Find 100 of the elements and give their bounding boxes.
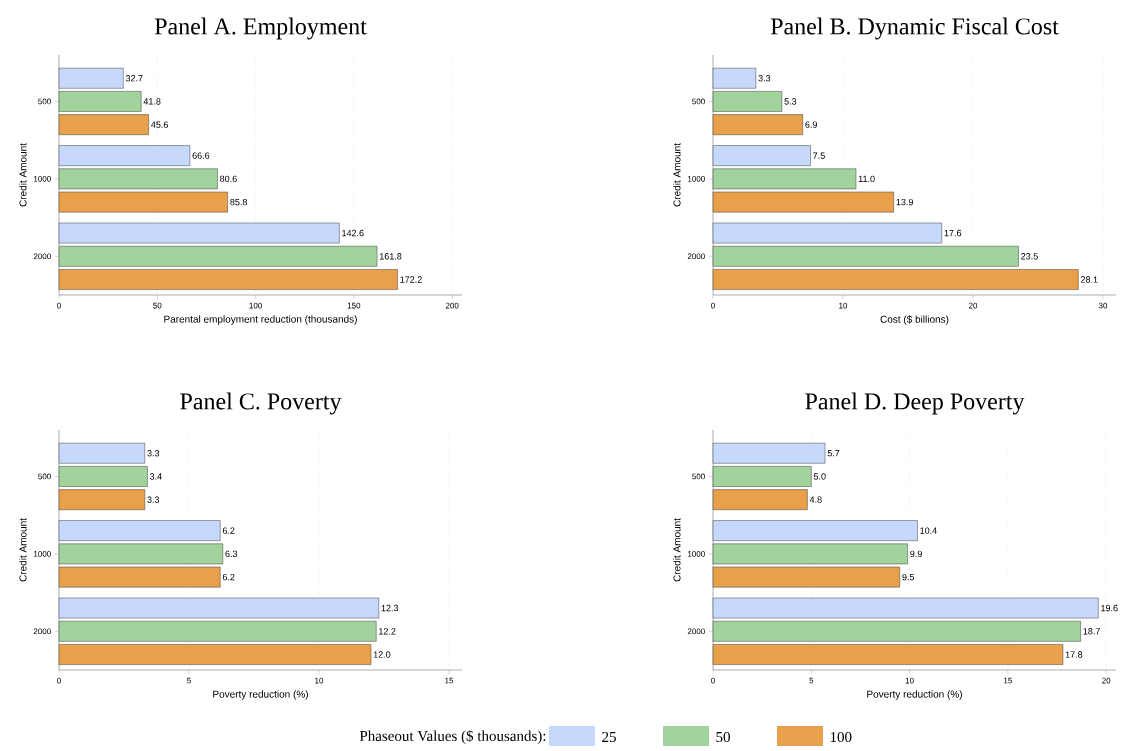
x-tick-label: 10 [839, 302, 848, 309]
x-tick-label: 200 [445, 302, 459, 309]
x-axis-title: Parental employment reduction (thousands) [164, 315, 357, 325]
data-label: 3.3 [758, 75, 771, 82]
chart-title: Panel A. Employment [154, 17, 367, 40]
x-axis-title: Poverty reduction (%) [213, 690, 308, 700]
y-tick-label: 1000 [688, 176, 705, 182]
data-label: 9.5 [902, 573, 915, 581]
bar [58, 644, 372, 665]
bar [58, 442, 146, 464]
data-label: 17.6 [944, 229, 962, 237]
data-label: 28.1 [1080, 276, 1098, 283]
bar [58, 520, 221, 541]
y-tick-label: 500 [692, 98, 705, 105]
chart-title: Panel D. Deep Poverty [805, 392, 1025, 415]
data-label: 172.2 [400, 276, 422, 283]
data-label: 161.8 [379, 253, 402, 260]
data-label: 6.9 [805, 121, 817, 128]
bar [58, 489, 146, 510]
bar [58, 620, 377, 642]
y-tick-label: 500 [692, 473, 705, 480]
bar [58, 114, 149, 135]
data-label: 6.2 [222, 573, 235, 581]
bar [712, 245, 1019, 267]
bar [712, 520, 918, 541]
x-tick-label: 5 [809, 677, 814, 684]
bar [712, 114, 803, 135]
bar [712, 620, 1081, 642]
bar [712, 466, 812, 487]
bar [58, 245, 378, 267]
bar [58, 269, 398, 290]
data-label: 12.3 [381, 604, 399, 612]
legend-title: Phaseout Values ($ thousands): [359, 729, 546, 745]
data-label: 6.2 [222, 527, 235, 534]
data-label: 23.5 [1021, 253, 1038, 260]
x-tick-label: 15 [445, 677, 454, 684]
data-label: 41.8 [143, 98, 161, 105]
data-label: 5.0 [813, 473, 826, 480]
data-label: 80.6 [220, 175, 237, 183]
bar [58, 67, 124, 89]
bar [712, 269, 1079, 290]
y-axis-title: Credit Amount [673, 143, 681, 207]
data-label: 45.6 [151, 121, 168, 128]
x-tick-label: 15 [1004, 677, 1012, 684]
data-label: 3.3 [147, 496, 160, 503]
data-label: 32.7 [125, 75, 143, 82]
x-tick-label: 20 [968, 302, 978, 309]
x-tick-label: 20 [1102, 677, 1111, 684]
x-tick-label: 5 [187, 677, 191, 684]
chart-title: Panel B. Dynamic Fiscal Cost [770, 17, 1059, 40]
bar [58, 466, 148, 487]
bar [712, 442, 826, 464]
bar [712, 644, 1064, 665]
y-tick-label: 2000 [687, 628, 705, 635]
data-label: 5.3 [784, 98, 797, 105]
y-tick-label: 1000 [34, 176, 51, 182]
x-tick-label: 0 [711, 302, 715, 309]
bar [712, 489, 808, 510]
data-label: 13.9 [896, 198, 913, 206]
x-tick-label: 10 [905, 677, 914, 684]
x-tick-label: 10 [315, 677, 324, 684]
y-axis-title: Credit Amount [19, 518, 27, 582]
data-label: 12.2 [379, 628, 396, 635]
data-label: 10.4 [920, 527, 937, 534]
data-label: 5.7 [827, 450, 840, 457]
bar [712, 67, 757, 89]
x-tick-label: 30 [1098, 302, 1108, 309]
data-label: 7.5 [813, 152, 825, 159]
data-label: 142.6 [342, 229, 364, 237]
y-tick-label: 1000 [688, 551, 705, 557]
data-label: 6.3 [225, 550, 238, 558]
x-axis-title: Poverty reduction (%) [867, 690, 962, 700]
data-label: 12.0 [373, 651, 391, 658]
data-label: 85.8 [230, 198, 247, 206]
bar [712, 145, 811, 166]
data-label: 4.8 [809, 496, 822, 503]
x-tick-label: 50 [153, 302, 162, 309]
legend-label: 100 [830, 731, 852, 743]
bar [58, 597, 380, 619]
y-tick-label: 500 [38, 98, 51, 105]
y-tick-label: 2000 [33, 628, 51, 635]
chart-title: Panel C. Poverty [180, 392, 342, 415]
data-label: 18.7 [1083, 628, 1100, 635]
data-label: 19.6 [1101, 604, 1118, 612]
bar [58, 145, 191, 166]
data-label: 17.8 [1065, 651, 1083, 658]
x-tick-label: 150 [347, 302, 361, 309]
x-tick-label: 0 [57, 302, 61, 309]
data-label: 66.6 [192, 152, 210, 159]
data-label: 3.4 [149, 473, 162, 480]
y-tick-label: 2000 [687, 253, 705, 260]
data-label: 11.0 [858, 175, 875, 183]
bar [712, 597, 1099, 619]
y-tick-label: 1000 [34, 551, 51, 557]
data-label: 3.3 [147, 450, 160, 457]
legend-label: 25 [602, 731, 616, 743]
y-axis-title: Credit Amount [19, 143, 27, 207]
y-tick-label: 500 [38, 473, 51, 480]
legend-label: 50 [716, 731, 730, 743]
x-tick-label: 0 [711, 677, 715, 684]
